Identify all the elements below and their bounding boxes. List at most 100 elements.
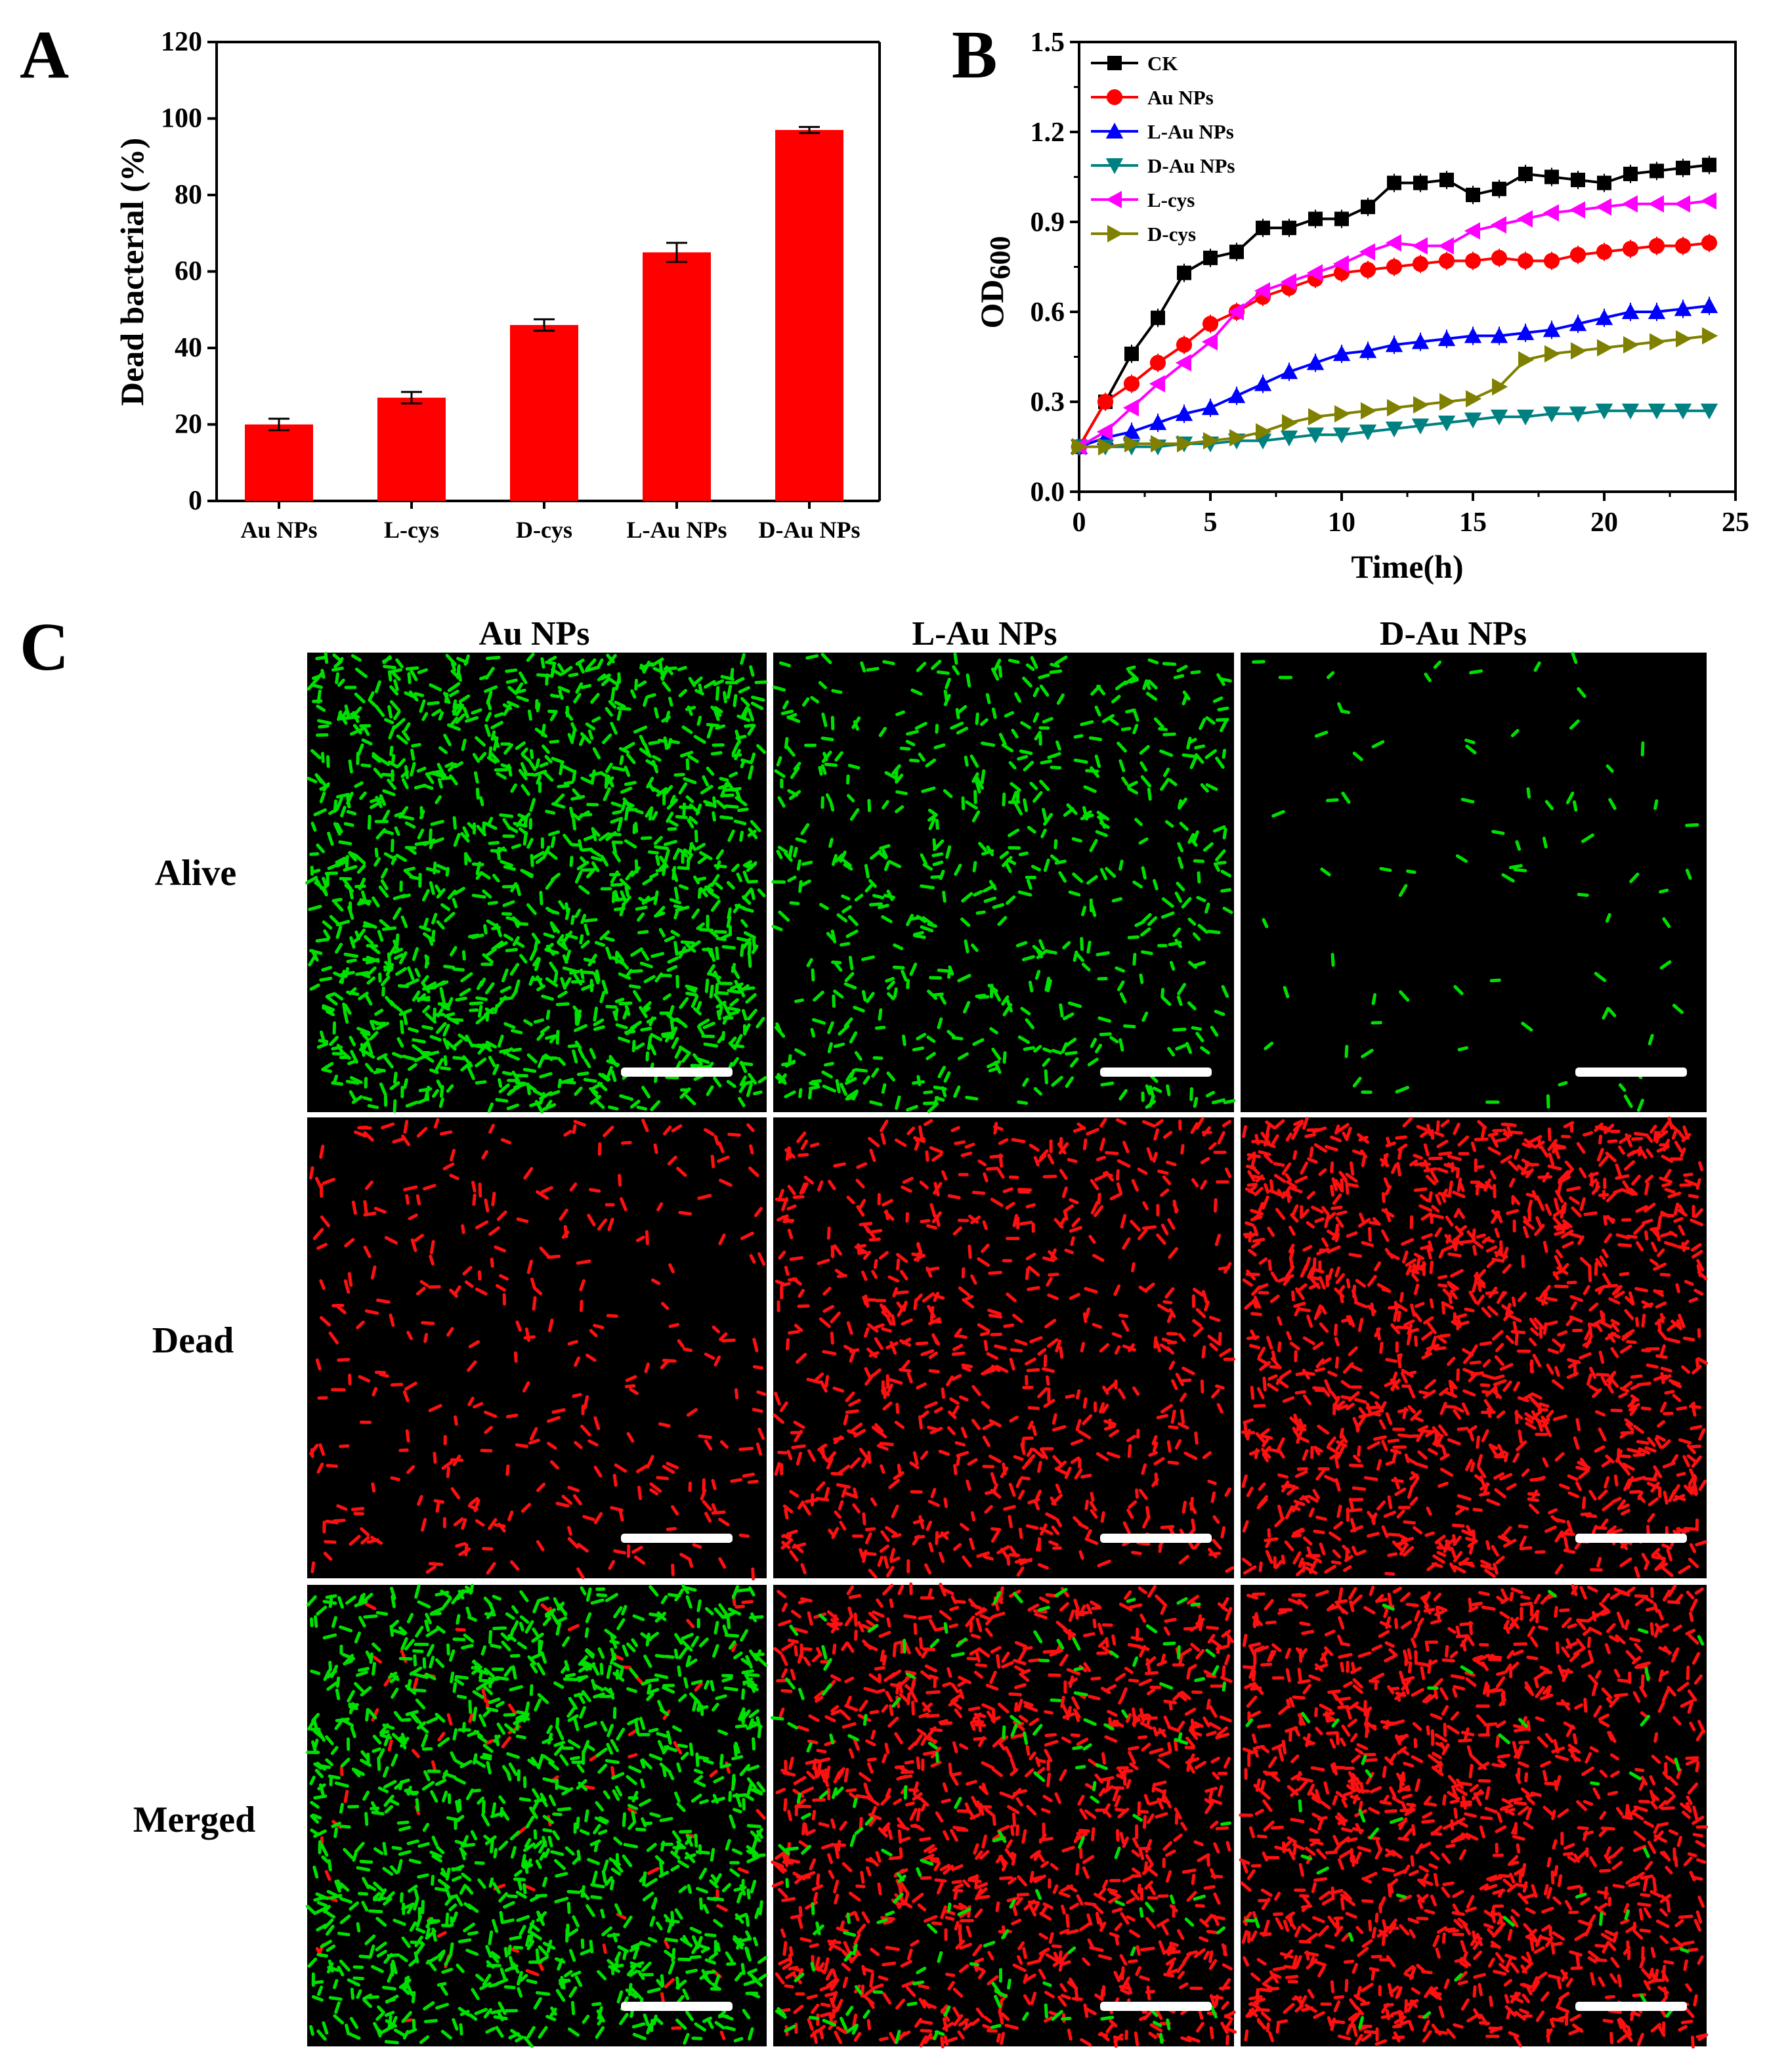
b-legend-label-l-cys: L-cys (1147, 188, 1195, 211)
b-point-d-cys-5 (1203, 432, 1220, 450)
a-y-tick-label-3: 60 (175, 257, 202, 287)
c-cells-dead-dead-l-au-nps (773, 1117, 1235, 1579)
b-point-ck-6 (1229, 244, 1244, 259)
b-point-l-cys-8 (1280, 273, 1296, 291)
b-point-au-nps-17 (1517, 253, 1534, 269)
b-legend-marker-ck (1107, 56, 1122, 70)
b-series-l-au-nps (1070, 296, 1718, 456)
b-point-ck-2 (1124, 346, 1139, 361)
c-cells-live-merged-au-nps (305, 1584, 768, 2048)
c-column-header-au-nps: Au NPs (479, 615, 589, 653)
b-legend-label-l-au-nps: L-Au NPs (1147, 120, 1234, 143)
a-bar-0 (245, 424, 313, 501)
b-point-l-cys-1 (1096, 423, 1113, 441)
b-point-au-nps-14 (1438, 253, 1455, 269)
panel-c-microscopy-grid: Au NPs L-Au NPs D-Au NPs Alive Dead Merg… (133, 615, 1709, 2049)
b-point-d-au-nps-16 (1490, 409, 1508, 426)
b-point-l-cys-4 (1175, 354, 1191, 372)
a-bar-3 (643, 252, 711, 501)
b-x-tick-label-4: 20 (1590, 507, 1618, 538)
b-point-ck-8 (1282, 221, 1296, 236)
a-y-tick-label-5: 100 (161, 104, 202, 134)
c-scale-bar-merged-l-au-nps (1100, 2002, 1212, 2011)
b-point-d-au-nps-11 (1359, 424, 1377, 441)
b-legend-entry-d-cys: D-cys (1091, 223, 1196, 246)
b-point-au-nps-21 (1622, 241, 1639, 257)
a-x-tick-label-3: L-Au NPs (626, 517, 727, 543)
b-point-ck-23 (1676, 160, 1690, 175)
b-point-d-cys-15 (1466, 390, 1482, 408)
b-legend-entry-au-nps: Au NPs (1091, 86, 1214, 109)
b-x-tick-label-3: 15 (1459, 507, 1487, 538)
b-point-d-au-nps-17 (1516, 409, 1535, 426)
b-point-l-cys-22 (1648, 195, 1664, 213)
b-point-l-cys-2 (1122, 399, 1139, 417)
b-point-d-cys-4 (1177, 435, 1193, 453)
c-scale-bar-dead-d-au-nps (1575, 1534, 1687, 1543)
b-point-l-au-nps-15 (1464, 327, 1482, 343)
b-point-l-cys-20 (1595, 198, 1611, 216)
a-bar-4 (775, 129, 843, 502)
b-point-d-cys-13 (1413, 396, 1430, 414)
b-point-d-cys-6 (1229, 429, 1246, 446)
b-point-d-au-nps-10 (1332, 427, 1351, 444)
b-point-au-nps-15 (1464, 253, 1481, 269)
b-y-tick-label-3: 0.9 (1031, 207, 1065, 238)
a-y-axis-label: Dead bacterial (%) (114, 138, 150, 406)
b-point-ck-21 (1623, 166, 1638, 181)
b-legend-label-au-nps: Au NPs (1147, 86, 1214, 109)
b-point-l-cys-13 (1411, 237, 1428, 255)
b-point-l-cys-5 (1201, 333, 1218, 351)
b-point-l-cys-18 (1543, 204, 1559, 222)
c-image-background-alive-l-au-nps (773, 653, 1234, 1112)
b-legend-entry-l-cys: L-cys (1091, 188, 1195, 211)
b-point-d-au-nps-15 (1464, 412, 1482, 429)
b-point-l-au-nps-4 (1175, 405, 1193, 421)
b-point-l-cys-3 (1149, 375, 1165, 393)
b-legend-marker-d-au-nps (1105, 158, 1124, 175)
b-point-l-au-nps-18 (1543, 321, 1561, 337)
b-point-l-cys-11 (1359, 243, 1375, 261)
b-point-l-au-nps-13 (1411, 333, 1430, 349)
b-legend-marker-d-cys (1107, 225, 1124, 243)
b-point-l-au-nps-5 (1201, 399, 1220, 416)
c-image-alive-d-au-nps (1241, 651, 1707, 1112)
c-row-label-dead: Dead (152, 1320, 234, 1361)
b-point-ck-20 (1597, 175, 1611, 190)
b-point-d-au-nps-19 (1569, 406, 1587, 423)
a-x-tick-label-4: D-Au NPs (758, 517, 860, 543)
c-cells-live-merged-l-au-nps (771, 1587, 1231, 2044)
b-point-l-au-nps-22 (1648, 303, 1666, 319)
b-point-ck-17 (1518, 166, 1533, 181)
a-error-bar-4 (799, 125, 820, 135)
a-error-bar-2 (534, 318, 555, 332)
panel-b-letter: B (952, 17, 997, 93)
b-point-d-au-nps-20 (1595, 403, 1613, 420)
b-point-d-cys-0 (1072, 438, 1088, 456)
b-legend-entry-ck: CK (1091, 52, 1178, 75)
b-point-au-nps-16 (1491, 249, 1508, 266)
c-scale-bar-dead-l-au-nps (1100, 1534, 1212, 1543)
b-point-ck-13 (1413, 175, 1428, 190)
b-point-l-au-nps-19 (1569, 315, 1587, 332)
b-point-au-nps-3 (1149, 355, 1166, 371)
b-point-ck-9 (1308, 211, 1323, 227)
b-point-ck-7 (1256, 221, 1270, 236)
c-cells-dead-dead-d-au-nps (1241, 1116, 1708, 1578)
c-cells-dead-merged-l-au-nps (771, 1582, 1237, 2049)
b-point-l-au-nps-7 (1254, 375, 1272, 391)
b-point-au-nps-24 (1701, 234, 1718, 251)
b-x-tick-label-2: 10 (1328, 507, 1355, 538)
b-point-d-cys-7 (1256, 423, 1272, 441)
a-x-tick-label-1: L-cys (384, 517, 439, 543)
b-point-au-nps-1 (1097, 393, 1114, 410)
b-point-l-cys-14 (1437, 237, 1454, 255)
c-scale-bar-dead-au-nps (621, 1534, 733, 1543)
b-point-l-au-nps-17 (1516, 324, 1535, 340)
c-image-background-dead-au-nps (307, 1117, 767, 1578)
b-point-l-au-nps-24 (1700, 297, 1718, 313)
b-point-l-au-nps-23 (1674, 300, 1692, 316)
b-point-ck-4 (1177, 265, 1191, 280)
b-point-d-cys-8 (1282, 414, 1298, 432)
a-y-tick-label-2: 40 (175, 333, 202, 363)
